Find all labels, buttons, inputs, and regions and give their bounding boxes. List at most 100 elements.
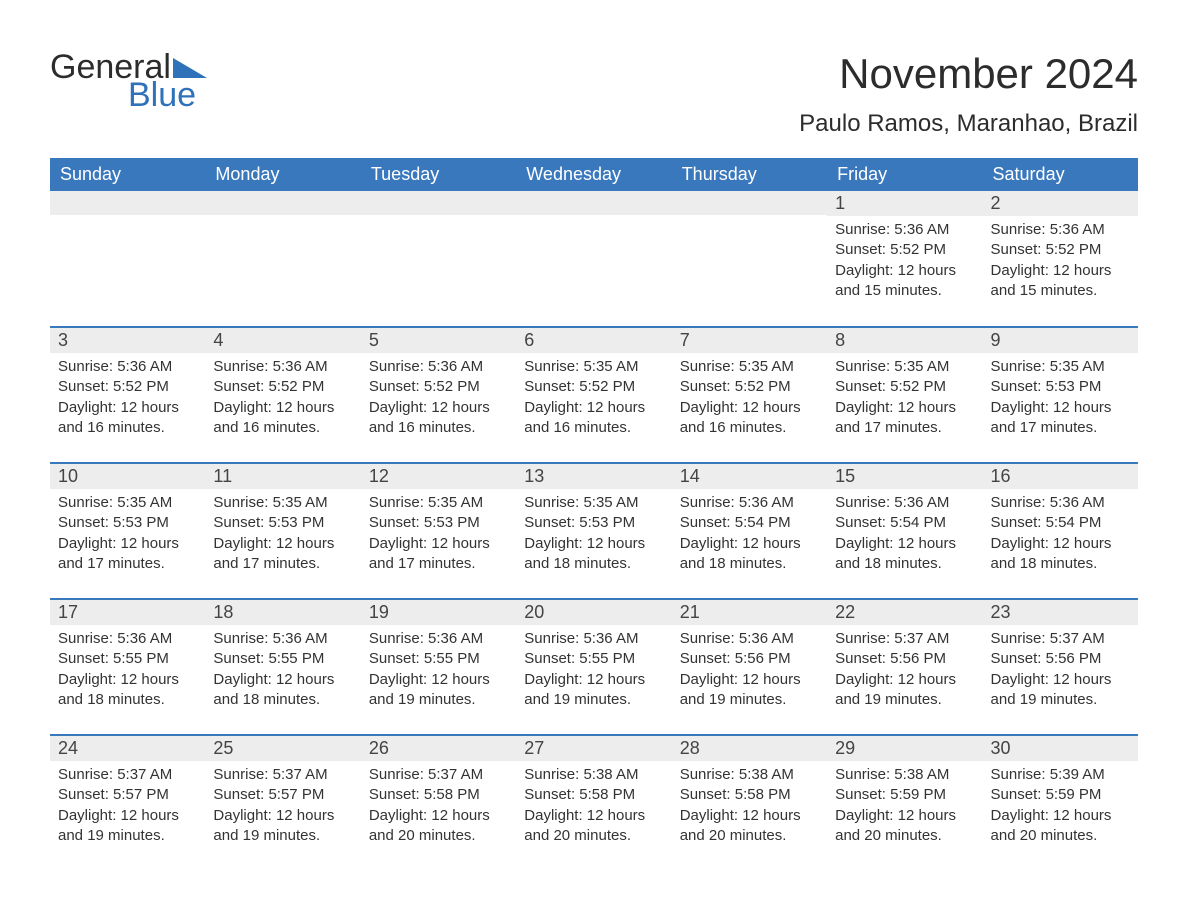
sunrise-line: Sunrise: 5:36 AM: [991, 220, 1130, 240]
daylight-line-2: and 20 minutes.: [991, 826, 1130, 846]
sunrise-line: Sunrise: 5:35 AM: [524, 357, 663, 377]
calendar-cell: 21Sunrise: 5:36 AMSunset: 5:56 PMDayligh…: [672, 599, 827, 735]
daylight-line-2: and 20 minutes.: [369, 826, 508, 846]
sunrise-line: Sunrise: 5:36 AM: [680, 629, 819, 649]
day-number: 5: [361, 328, 516, 353]
day-number: 18: [205, 600, 360, 625]
day-number: 2: [983, 191, 1138, 216]
day-details: Sunrise: 5:36 AMSunset: 5:54 PMDaylight:…: [983, 489, 1138, 582]
sunset-line: Sunset: 5:53 PM: [58, 513, 197, 533]
calendar-cell: 29Sunrise: 5:38 AMSunset: 5:59 PMDayligh…: [827, 735, 982, 871]
daylight-line-2: and 19 minutes.: [369, 690, 508, 710]
day-details: Sunrise: 5:37 AMSunset: 5:58 PMDaylight:…: [361, 761, 516, 854]
daylight-line-1: Daylight: 12 hours: [58, 670, 197, 690]
daylight-line-1: Daylight: 12 hours: [680, 398, 819, 418]
day-number: 27: [516, 736, 671, 761]
calendar-cell: [672, 191, 827, 327]
calendar-cell: 16Sunrise: 5:36 AMSunset: 5:54 PMDayligh…: [983, 463, 1138, 599]
weekday-header: Tuesday: [361, 158, 516, 191]
calendar-cell: 11Sunrise: 5:35 AMSunset: 5:53 PMDayligh…: [205, 463, 360, 599]
daylight-line-1: Daylight: 12 hours: [835, 261, 974, 281]
daylight-line-1: Daylight: 12 hours: [835, 670, 974, 690]
daylight-line-1: Daylight: 12 hours: [991, 534, 1130, 554]
daylight-line-1: Daylight: 12 hours: [991, 806, 1130, 826]
daylight-line-2: and 16 minutes.: [680, 418, 819, 438]
sunset-line: Sunset: 5:52 PM: [58, 377, 197, 397]
calendar-cell: 5Sunrise: 5:36 AMSunset: 5:52 PMDaylight…: [361, 327, 516, 463]
calendar-cell: 17Sunrise: 5:36 AMSunset: 5:55 PMDayligh…: [50, 599, 205, 735]
daylight-line-1: Daylight: 12 hours: [58, 398, 197, 418]
day-details: Sunrise: 5:35 AMSunset: 5:53 PMDaylight:…: [361, 489, 516, 582]
daylight-line-2: and 18 minutes.: [835, 554, 974, 574]
calendar-cell: 12Sunrise: 5:35 AMSunset: 5:53 PMDayligh…: [361, 463, 516, 599]
day-details: Sunrise: 5:36 AMSunset: 5:56 PMDaylight:…: [672, 625, 827, 718]
daylight-line-2: and 19 minutes.: [991, 690, 1130, 710]
sunset-line: Sunset: 5:55 PM: [213, 649, 352, 669]
day-number: 19: [361, 600, 516, 625]
daylight-line-2: and 19 minutes.: [213, 826, 352, 846]
daylight-line-1: Daylight: 12 hours: [991, 398, 1130, 418]
day-details: Sunrise: 5:36 AMSunset: 5:52 PMDaylight:…: [361, 353, 516, 446]
sunset-line: Sunset: 5:59 PM: [835, 785, 974, 805]
calendar-cell: 2Sunrise: 5:36 AMSunset: 5:52 PMDaylight…: [983, 191, 1138, 327]
day-number-empty: [672, 191, 827, 215]
calendar-cell: 3Sunrise: 5:36 AMSunset: 5:52 PMDaylight…: [50, 327, 205, 463]
sunset-line: Sunset: 5:52 PM: [835, 240, 974, 260]
calendar-cell: 25Sunrise: 5:37 AMSunset: 5:57 PMDayligh…: [205, 735, 360, 871]
day-number: 3: [50, 328, 205, 353]
weekday-header: Saturday: [983, 158, 1138, 191]
sunset-line: Sunset: 5:52 PM: [991, 240, 1130, 260]
calendar-cell: [50, 191, 205, 327]
sunrise-line: Sunrise: 5:36 AM: [835, 493, 974, 513]
day-details: Sunrise: 5:35 AMSunset: 5:52 PMDaylight:…: [672, 353, 827, 446]
day-details: Sunrise: 5:39 AMSunset: 5:59 PMDaylight:…: [983, 761, 1138, 854]
day-number: 12: [361, 464, 516, 489]
calendar-cell: [516, 191, 671, 327]
daylight-line-1: Daylight: 12 hours: [835, 534, 974, 554]
sunset-line: Sunset: 5:54 PM: [991, 513, 1130, 533]
day-number: 28: [672, 736, 827, 761]
sunrise-line: Sunrise: 5:36 AM: [58, 629, 197, 649]
sunrise-line: Sunrise: 5:35 AM: [680, 357, 819, 377]
calendar-week-row: 17Sunrise: 5:36 AMSunset: 5:55 PMDayligh…: [50, 599, 1138, 735]
title-block: November 2024 Paulo Ramos, Maranhao, Bra…: [799, 50, 1138, 138]
daylight-line-1: Daylight: 12 hours: [213, 534, 352, 554]
daylight-line-2: and 20 minutes.: [524, 826, 663, 846]
weekday-header: Wednesday: [516, 158, 671, 191]
calendar-cell: [205, 191, 360, 327]
day-details: Sunrise: 5:36 AMSunset: 5:52 PMDaylight:…: [827, 216, 982, 309]
weekday-header: Monday: [205, 158, 360, 191]
daylight-line-1: Daylight: 12 hours: [524, 534, 663, 554]
daylight-line-1: Daylight: 12 hours: [524, 806, 663, 826]
daylight-line-2: and 20 minutes.: [835, 826, 974, 846]
sunset-line: Sunset: 5:55 PM: [369, 649, 508, 669]
day-number: 21: [672, 600, 827, 625]
daylight-line-1: Daylight: 12 hours: [213, 670, 352, 690]
calendar-cell: 15Sunrise: 5:36 AMSunset: 5:54 PMDayligh…: [827, 463, 982, 599]
day-details: Sunrise: 5:36 AMSunset: 5:55 PMDaylight:…: [361, 625, 516, 718]
calendar-week-row: 24Sunrise: 5:37 AMSunset: 5:57 PMDayligh…: [50, 735, 1138, 871]
day-details: Sunrise: 5:35 AMSunset: 5:53 PMDaylight:…: [516, 489, 671, 582]
day-number: 9: [983, 328, 1138, 353]
day-details: Sunrise: 5:38 AMSunset: 5:58 PMDaylight:…: [516, 761, 671, 854]
day-number: 1: [827, 191, 982, 216]
calendar-week-row: 3 Sunrise: 5:36 AMSunset: 5:52 PMDaylight…: [50, 327, 1138, 463]
calendar-cell: 28Sunrise: 5:38 AMSunset: 5:58 PMDayligh…: [672, 735, 827, 871]
sunset-line: Sunset: 5:57 PM: [58, 785, 197, 805]
daylight-line-1: Daylight: 12 hours: [213, 806, 352, 826]
day-details: Sunrise: 5:37 AMSunset: 5:57 PMDaylight:…: [205, 761, 360, 854]
day-number-empty: [205, 191, 360, 215]
day-number: 26: [361, 736, 516, 761]
sunset-line: Sunset: 5:54 PM: [835, 513, 974, 533]
sunset-line: Sunset: 5:56 PM: [680, 649, 819, 669]
daylight-line-2: and 18 minutes.: [524, 554, 663, 574]
daylight-line-2: and 17 minutes.: [58, 554, 197, 574]
calendar-cell: 30Sunrise: 5:39 AMSunset: 5:59 PMDayligh…: [983, 735, 1138, 871]
daylight-line-1: Daylight: 12 hours: [369, 670, 508, 690]
sunset-line: Sunset: 5:53 PM: [991, 377, 1130, 397]
calendar-cell: 20Sunrise: 5:36 AMSunset: 5:55 PMDayligh…: [516, 599, 671, 735]
day-number: 11: [205, 464, 360, 489]
day-details: Sunrise: 5:36 AMSunset: 5:54 PMDaylight:…: [827, 489, 982, 582]
day-number: 23: [983, 600, 1138, 625]
sunset-line: Sunset: 5:52 PM: [369, 377, 508, 397]
